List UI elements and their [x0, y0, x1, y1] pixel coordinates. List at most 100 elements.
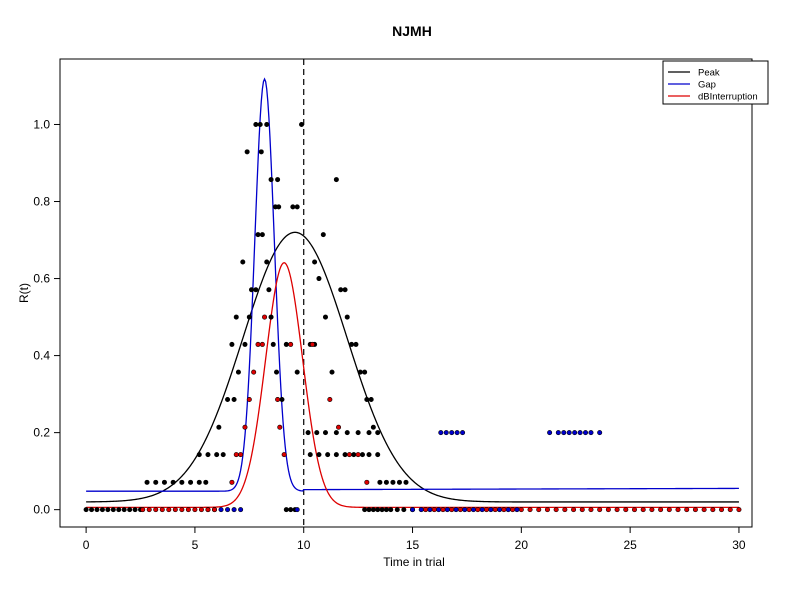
point-peak — [121, 507, 127, 513]
point-gap — [505, 507, 511, 513]
point-peak — [231, 397, 237, 403]
point-peak — [366, 452, 372, 458]
point-peak — [283, 341, 289, 347]
x-tick-label: 10 — [297, 538, 311, 552]
point-peak — [370, 424, 376, 430]
point-dbinterruption — [153, 507, 159, 513]
point-dbinterruption — [658, 507, 664, 513]
point-peak — [322, 430, 328, 436]
point-peak — [246, 314, 252, 320]
point-gap — [479, 507, 485, 513]
plot-frame — [59, 58, 753, 528]
point-gap — [453, 507, 459, 513]
point-dbinterruption — [238, 452, 244, 458]
legend-label: Gap — [698, 80, 716, 91]
point-peak — [344, 430, 350, 436]
point-dbinterruption — [666, 507, 672, 513]
point-peak — [179, 479, 185, 485]
point-peak — [401, 507, 407, 513]
point-gap — [514, 507, 520, 513]
point-gap — [460, 430, 466, 436]
point-gap — [555, 430, 561, 436]
point-dbinterruption — [242, 424, 248, 430]
point-dbinterruption — [146, 507, 152, 513]
y-tick-label: 0.0 — [33, 503, 50, 517]
point-dbinterruption — [492, 507, 498, 513]
point-dbinterruption — [251, 369, 257, 375]
point-peak — [170, 479, 176, 485]
point-peak — [83, 507, 89, 513]
point-peak — [188, 479, 194, 485]
point-peak — [225, 397, 231, 403]
x-tick-label: 25 — [623, 538, 637, 552]
point-peak — [370, 507, 376, 513]
point-peak — [357, 369, 363, 375]
point-gap — [566, 430, 572, 436]
point-gap — [427, 507, 433, 513]
point-gap — [597, 430, 603, 436]
point-dbinterruption — [355, 452, 361, 458]
point-dbinterruption — [275, 397, 281, 403]
point-peak — [153, 479, 159, 485]
y-tick-label: 0.8 — [33, 195, 50, 209]
point-dbinterruption — [364, 479, 370, 485]
point-peak — [270, 341, 276, 347]
point-peak — [383, 479, 389, 485]
point-peak — [351, 452, 357, 458]
point-dbinterruption — [246, 397, 252, 403]
point-dbinterruption — [457, 507, 463, 513]
point-peak — [275, 177, 281, 183]
point-gap — [438, 430, 444, 436]
point-dbinterruption — [501, 507, 507, 513]
point-peak — [362, 507, 368, 513]
point-dbinterruption — [605, 507, 611, 513]
point-gap — [488, 507, 494, 513]
point-gap — [444, 507, 450, 513]
data-points — [83, 121, 742, 513]
point-gap — [238, 507, 244, 513]
point-peak — [248, 287, 254, 293]
point-peak — [196, 479, 202, 485]
point-peak — [264, 121, 270, 127]
point-peak — [89, 507, 95, 513]
point-peak — [229, 341, 235, 347]
point-peak — [290, 204, 296, 210]
point-dbinterruption — [727, 507, 733, 513]
point-dbinterruption — [327, 397, 333, 403]
point-peak — [283, 507, 289, 513]
curve-peak — [86, 231, 739, 503]
point-dbinterruption — [579, 507, 585, 513]
point-peak — [364, 397, 370, 403]
point-peak — [333, 430, 339, 436]
point-gap — [577, 430, 583, 436]
point-dbinterruption — [684, 507, 690, 513]
point-peak — [388, 507, 394, 513]
point-peak — [110, 507, 116, 513]
point-peak — [259, 232, 265, 238]
point-peak — [276, 204, 282, 210]
y-tick-label: 0.6 — [33, 272, 50, 286]
point-gap — [231, 507, 237, 513]
point-peak — [274, 369, 280, 375]
point-peak — [105, 507, 111, 513]
point-peak — [242, 341, 248, 347]
point-dbinterruption — [172, 507, 178, 513]
point-dbinterruption — [631, 507, 637, 513]
point-peak — [307, 452, 313, 458]
point-dbinterruption — [544, 507, 550, 513]
point-gap — [583, 430, 589, 436]
point-peak — [344, 314, 350, 320]
point-peak — [353, 341, 359, 347]
point-peak — [116, 507, 122, 513]
point-dbinterruption — [536, 507, 542, 513]
legend-label: Peak — [698, 68, 720, 79]
x-tick-label: 20 — [515, 538, 529, 552]
point-peak — [394, 507, 400, 513]
point-gap — [547, 430, 553, 436]
point-peak — [316, 276, 322, 282]
point-peak — [320, 232, 326, 238]
point-dbinterruption — [640, 507, 646, 513]
legend-box — [662, 60, 769, 105]
